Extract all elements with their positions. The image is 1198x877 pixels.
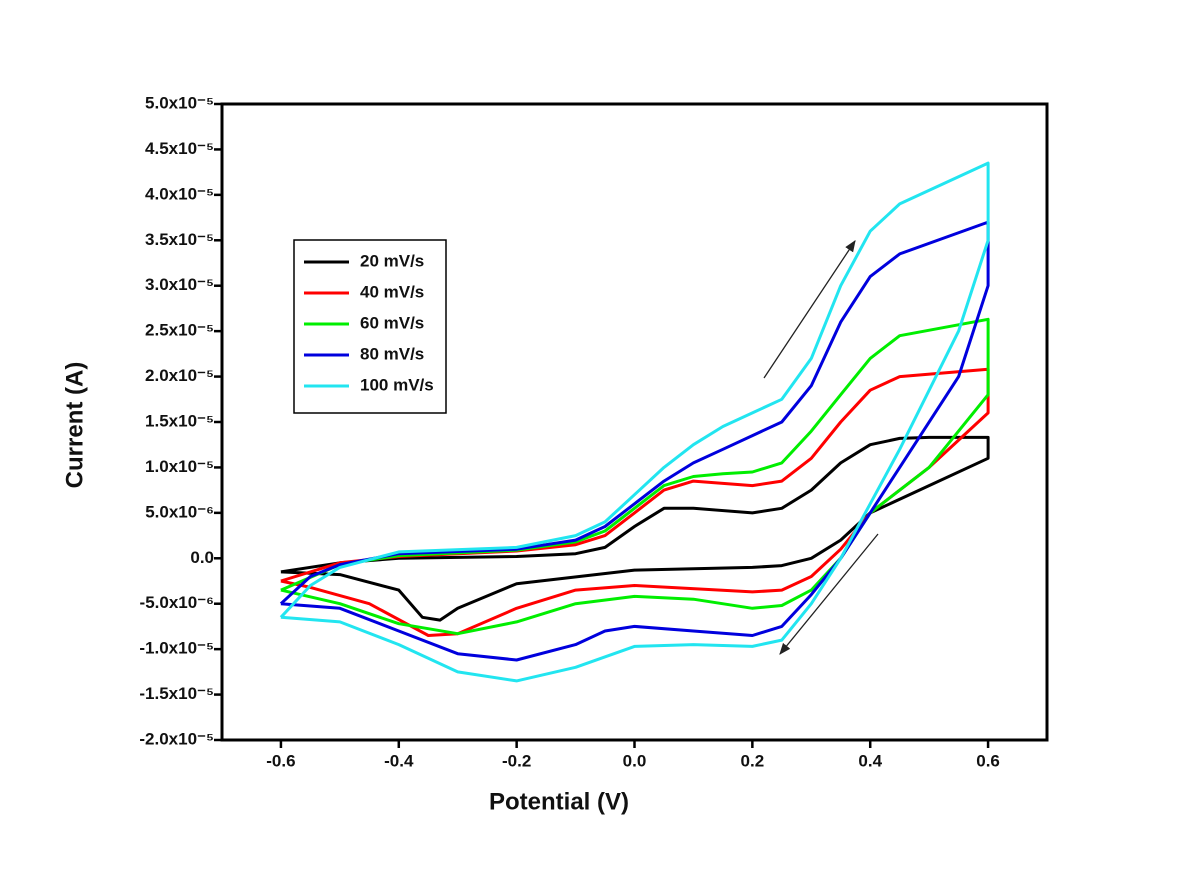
y-tick-label: 5.0x10⁻⁵ bbox=[145, 93, 214, 112]
y-tick-label: 3.5x10⁻⁵ bbox=[145, 230, 214, 249]
y-tick-label: 1.0x10⁻⁵ bbox=[145, 457, 214, 476]
cv-curve bbox=[280, 317, 990, 636]
plot-frame bbox=[220, 102, 1049, 742]
legend-label: 100 mV/s bbox=[360, 375, 434, 394]
x-tick-label: 0.2 bbox=[741, 751, 765, 770]
legend-box bbox=[293, 239, 447, 414]
y-tick-label: -1.0x10⁻⁵ bbox=[139, 639, 214, 658]
y-tick-label: 2.0x10⁻⁵ bbox=[145, 366, 214, 385]
cv-curve bbox=[279, 161, 990, 683]
x-tick-label: -0.6 bbox=[266, 751, 295, 770]
x-axis-title: Potential (V) bbox=[489, 788, 629, 815]
y-tick-label: -1.5x10⁻⁵ bbox=[139, 684, 214, 703]
y-tick-label: 1.5x10⁻⁵ bbox=[145, 411, 214, 430]
x-tick-label: -0.2 bbox=[502, 751, 531, 770]
x-tick-label: 0.4 bbox=[858, 751, 882, 770]
cv-curve bbox=[280, 435, 990, 622]
y-tick-label: 4.5x10⁻⁵ bbox=[145, 139, 214, 158]
forward-arrow bbox=[763, 240, 856, 379]
y-axis-title: Current (A) bbox=[61, 362, 88, 489]
y-tick-label: -5.0x10⁻⁶ bbox=[140, 593, 214, 612]
y-tick-label: 4.0x10⁻⁵ bbox=[145, 184, 214, 203]
legend-label: 60 mV/s bbox=[360, 313, 424, 332]
legend-label: 80 mV/s bbox=[360, 344, 424, 363]
legend-label: 40 mV/s bbox=[360, 282, 424, 301]
y-tick-label: 3.0x10⁻⁵ bbox=[145, 275, 214, 294]
y-tick-label: 2.5x10⁻⁵ bbox=[145, 321, 214, 340]
y-tick-label: 5.0x10⁻⁶ bbox=[145, 502, 214, 521]
legend-label: 20 mV/s bbox=[360, 251, 424, 270]
y-tick-label: 0.0 bbox=[190, 548, 214, 567]
x-tick-label: 0.0 bbox=[623, 751, 647, 770]
x-tick-label: 0.6 bbox=[976, 751, 1000, 770]
reverse-arrow bbox=[779, 533, 879, 655]
x-tick-label: -0.4 bbox=[384, 751, 414, 770]
y-tick-label: -2.0x10⁻⁵ bbox=[139, 729, 214, 748]
